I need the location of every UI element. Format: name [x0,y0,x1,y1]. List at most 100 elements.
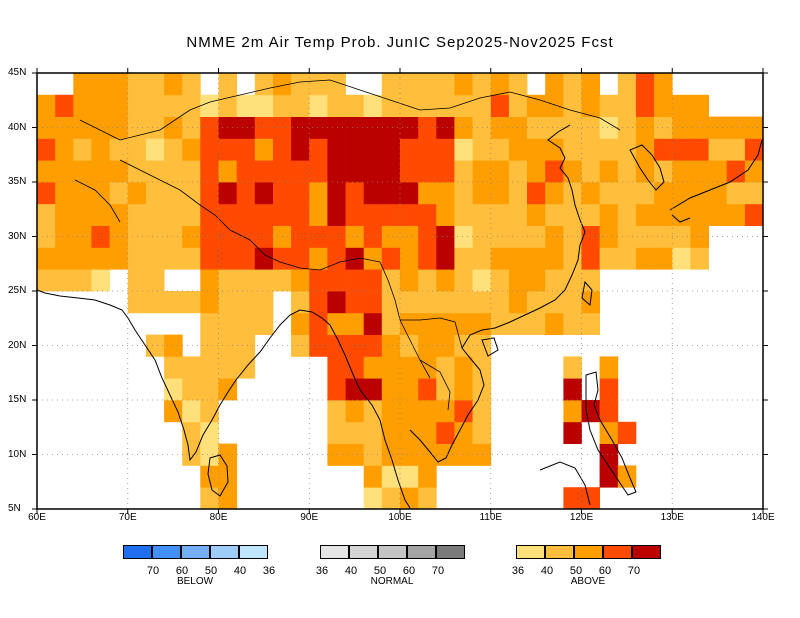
probability-cell [599,378,619,401]
probability-cell [127,138,147,161]
probability-cell [400,400,419,423]
probability-cell [145,160,165,183]
probability-cell [436,225,455,248]
probability-cell [744,160,764,183]
probability-cell [654,203,673,226]
lon-label: 140E [751,512,775,523]
lon-label: 110E [479,512,503,523]
probability-cell [581,247,600,270]
probability-cell [708,160,728,183]
probability-cell [182,291,201,314]
probability-cell [182,378,201,401]
probability-cell [527,225,546,248]
coastline-taiwan [581,280,593,306]
probability-cell [744,138,764,161]
probability-cell [127,291,147,314]
probability-cell [599,182,619,205]
probability-cell [690,247,709,270]
probability-cell [436,160,455,183]
probability-cell [490,225,510,248]
probability-cell [363,247,383,270]
probability-cell [291,73,310,96]
probability-cell [291,291,310,314]
probability-cell [563,312,582,335]
probability-cell [563,73,582,96]
probability-cell [472,138,492,161]
probability-cell [690,225,709,248]
lat-label: 30N [8,230,27,242]
probability-cell [563,487,582,510]
probability-cell [472,160,492,183]
probability-cell [508,94,528,117]
probability-cell [73,247,92,270]
probability-cell [327,225,346,248]
probability-cell [436,182,455,205]
probability-cell [508,247,528,270]
probability-cell [182,116,201,139]
probability-cell [91,225,110,248]
probability-cell [454,247,473,270]
probability-cell [690,138,709,161]
probability-cell [182,421,201,444]
probability-cell [418,421,437,444]
probability-cell [345,116,365,139]
probability-cell [236,160,256,183]
probability-cell [690,116,709,139]
probability-cell [545,247,564,270]
probability-cell [490,138,510,161]
probability-cell [508,203,528,226]
probability-cell [327,378,346,401]
probability-cell [381,312,401,335]
probability-cell [200,312,219,335]
probability-cell [581,182,600,205]
probability-cell [55,138,74,161]
probability-cell [91,116,110,139]
probability-cell [726,182,746,205]
probability-cell [363,291,383,314]
probability-cell [454,225,473,248]
probability-cell [309,160,328,183]
coastline-india [36,289,331,462]
coastline-borneo [539,461,591,506]
legend-swatch [574,545,603,559]
probability-cell [581,138,600,161]
probability-cell [345,160,365,183]
probability-cell [345,182,365,205]
probability-cell [182,225,201,248]
probability-cell [381,203,401,226]
probability-cell [236,269,256,292]
probability-cell [400,269,419,292]
probability-cell [200,378,219,401]
probability-cell [381,400,401,423]
probability-cell [381,465,401,488]
probability-cell [273,247,292,270]
probability-cell [200,182,219,205]
probability-cell [418,160,437,183]
probability-cell [218,378,238,401]
probability-cell [672,182,691,205]
probability-cell [109,138,129,161]
probability-cell [200,356,219,379]
lon-label: 100E [388,512,412,523]
probability-cell [599,247,619,270]
probability-cell [55,225,74,248]
probability-cell [345,421,365,444]
probability-cell [436,291,455,314]
probability-cell [472,400,492,423]
probability-cell [726,203,746,226]
probability-cell [635,160,655,183]
probability-cell [91,73,110,96]
probability-cell [654,94,673,117]
probability-cell [400,73,419,96]
coastline-srilanka [207,454,229,497]
probability-cell [327,356,346,379]
probability-cell [236,247,256,270]
probability-cell [490,160,510,183]
legend-value: 70 [431,565,445,577]
probability-cell [182,182,201,205]
probability-cell [418,465,437,488]
probability-cell [635,247,655,270]
probability-cell [109,203,129,226]
probability-cell [545,312,564,335]
probability-cell [291,94,310,117]
